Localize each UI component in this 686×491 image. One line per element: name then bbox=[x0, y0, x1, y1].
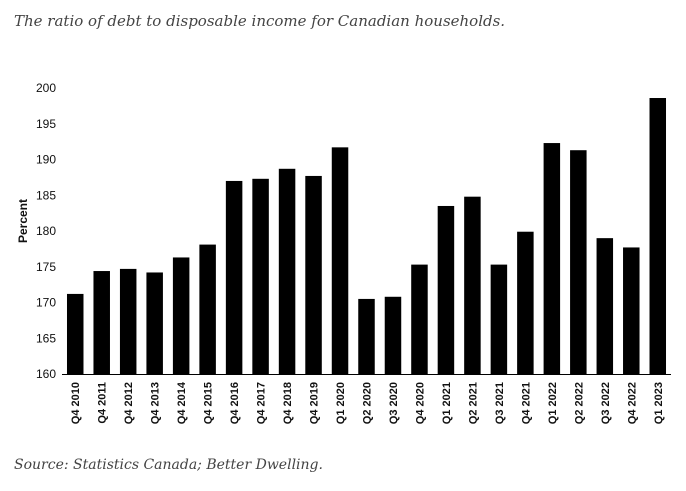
bar bbox=[570, 150, 587, 374]
y-tick-label: 175 bbox=[36, 260, 56, 274]
x-tick-label: Q1 2020 bbox=[335, 382, 347, 424]
y-tick-label: 200 bbox=[36, 81, 56, 95]
bar bbox=[172, 257, 190, 374]
bar bbox=[464, 196, 481, 374]
x-axis-ticks: Q4 2010 Q4 2011 Q4 2012 Q4 2013 Q4 2014 Q4 20… bbox=[70, 381, 665, 424]
y-tick-label: 185 bbox=[36, 188, 56, 202]
bar bbox=[278, 168, 296, 374]
y-axis-ticks: 160 165 170 175 180 185 190 195 200 bbox=[36, 81, 56, 381]
bar bbox=[305, 175, 322, 374]
x-tick-label: Q4 2015 bbox=[203, 382, 215, 424]
y-tick-label: 180 bbox=[36, 224, 56, 238]
x-tick-label: Q4 2013 bbox=[150, 382, 162, 424]
bars bbox=[66, 98, 667, 374]
chart-title: The ratio of debt to disposable income f… bbox=[14, 12, 506, 30]
x-tick-label: Q4 2014 bbox=[176, 381, 188, 424]
x-tick-label: Q4 2020 bbox=[414, 382, 426, 424]
x-tick-label: Q4 2018 bbox=[282, 382, 294, 424]
source-note: Source: Statistics Canada; Better Dwelli… bbox=[14, 457, 323, 473]
bar bbox=[358, 298, 375, 374]
y-tick-label: 190 bbox=[36, 153, 56, 167]
x-tick-label: Q1 2022 bbox=[547, 382, 559, 424]
bar bbox=[199, 244, 216, 374]
bar bbox=[119, 268, 137, 374]
x-tick-label: Q1 2023 bbox=[653, 382, 665, 424]
x-tick-label: Q2 2020 bbox=[362, 382, 374, 424]
x-tick-label: Q4 2022 bbox=[626, 382, 638, 424]
bar bbox=[490, 264, 508, 374]
x-tick-label: Q4 2011 bbox=[97, 382, 109, 424]
x-tick-label: Q4 2021 bbox=[520, 382, 532, 424]
x-tick-label: Q1 2021 bbox=[441, 382, 453, 424]
y-tick-label: 170 bbox=[36, 296, 56, 310]
bar bbox=[623, 247, 640, 374]
bar bbox=[649, 98, 667, 374]
bar bbox=[437, 205, 455, 374]
bar bbox=[596, 238, 614, 374]
bar bbox=[384, 296, 402, 374]
y-tick-label: 195 bbox=[36, 117, 56, 131]
x-tick-label: Q2 2022 bbox=[573, 382, 585, 424]
bar bbox=[146, 272, 163, 374]
x-tick-label: Q4 2017 bbox=[256, 382, 268, 424]
x-tick-label: Q4 2016 bbox=[229, 382, 241, 424]
bar bbox=[252, 178, 269, 374]
x-tick-label: Q4 2019 bbox=[309, 382, 321, 424]
y-tick-label: 160 bbox=[36, 367, 56, 381]
x-tick-label: Q3 2020 bbox=[388, 382, 400, 424]
bar bbox=[225, 180, 243, 374]
x-tick-label: Q4 2012 bbox=[123, 382, 135, 424]
bar bbox=[66, 293, 84, 374]
x-tick-label: Q4 2010 bbox=[70, 382, 82, 424]
bar bbox=[411, 264, 428, 374]
bar bbox=[543, 143, 561, 374]
bar bbox=[93, 271, 110, 374]
x-tick-label: Q2 2021 bbox=[467, 382, 479, 424]
x-tick-label: Q3 2022 bbox=[600, 382, 612, 424]
y-tick-label: 165 bbox=[36, 331, 56, 345]
y-axis-label: Percent bbox=[16, 199, 30, 243]
bar bbox=[331, 147, 349, 374]
bar bbox=[517, 231, 534, 374]
x-tick-label: Q3 2021 bbox=[494, 382, 506, 424]
